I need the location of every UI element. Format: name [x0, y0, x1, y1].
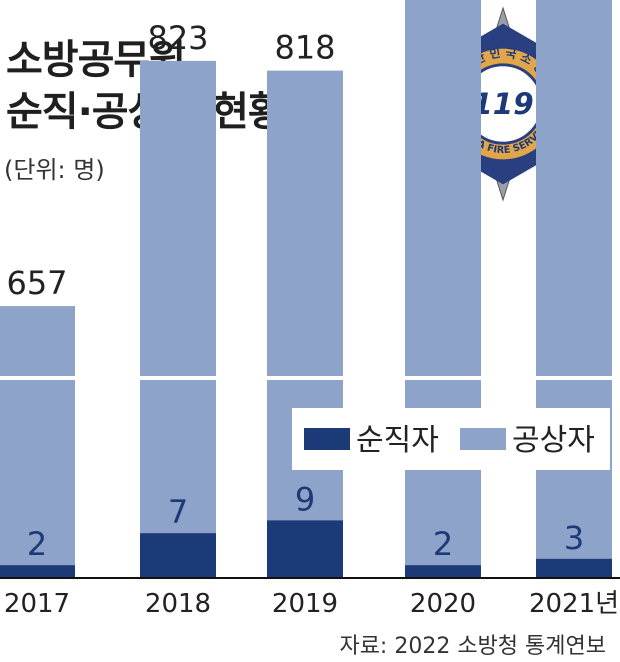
injured-value-label: 818: [274, 29, 335, 67]
deaths-bar: [0, 565, 75, 578]
deaths-bar: [536, 558, 612, 578]
legend-swatch-injured: [460, 428, 506, 450]
x-tick-label: 2020: [410, 589, 476, 619]
injured-bar: [140, 60, 216, 579]
emblem-center-text: 119: [472, 87, 533, 121]
legend-swatch-deaths: [304, 428, 350, 450]
legend: 순직자 공상자: [292, 408, 610, 470]
injured-value-label: 823: [147, 19, 208, 57]
x-tick-label: 2019: [272, 589, 338, 619]
legend-label-injured: 공상자: [512, 423, 595, 458]
deaths-bar: [405, 565, 481, 578]
legend-label-deaths: 순직자: [356, 423, 439, 458]
deaths-bar: [267, 520, 343, 578]
deaths-value-label: 3: [564, 519, 584, 557]
source-note: 자료: 2022 소방청 통계연보: [339, 634, 606, 659]
x-tick-label: 2018: [145, 589, 211, 619]
unit-label: (단위: 명): [4, 156, 105, 184]
injured-bar: [0, 306, 75, 578]
deaths-value-label: 7: [168, 493, 188, 531]
injured-bar: [267, 70, 343, 578]
x-tick-label: 2021년: [529, 589, 619, 619]
injured-bar: [536, 0, 612, 579]
deaths-value-label: 2: [27, 525, 47, 563]
deaths-bar: [140, 533, 216, 578]
deaths-value-label: 9: [295, 480, 315, 518]
injured-value-label: 657: [6, 264, 67, 302]
x-tick-label: 2017: [4, 589, 70, 619]
injured-bar: [405, 0, 481, 579]
deaths-value-label: 2: [433, 525, 453, 563]
